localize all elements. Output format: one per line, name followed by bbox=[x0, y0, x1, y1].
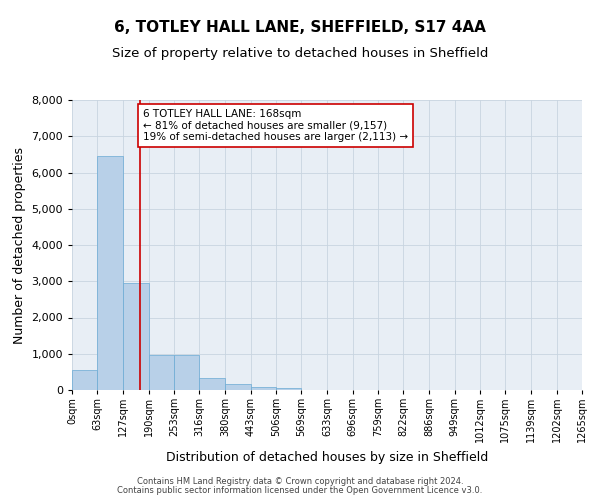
Bar bbox=[276, 388, 301, 390]
Text: Contains public sector information licensed under the Open Government Licence v3: Contains public sector information licen… bbox=[118, 486, 482, 495]
X-axis label: Distribution of detached houses by size in Sheffield: Distribution of detached houses by size … bbox=[166, 451, 488, 464]
Text: 6, TOTLEY HALL LANE, SHEFFIELD, S17 4AA: 6, TOTLEY HALL LANE, SHEFFIELD, S17 4AA bbox=[114, 20, 486, 35]
Text: 6 TOTLEY HALL LANE: 168sqm
← 81% of detached houses are smaller (9,157)
19% of s: 6 TOTLEY HALL LANE: 168sqm ← 81% of deta… bbox=[143, 109, 408, 142]
Bar bbox=[225, 384, 251, 390]
Bar bbox=[97, 156, 123, 390]
Bar bbox=[149, 355, 174, 390]
Bar bbox=[72, 370, 97, 390]
Bar bbox=[123, 283, 149, 390]
Text: Size of property relative to detached houses in Sheffield: Size of property relative to detached ho… bbox=[112, 48, 488, 60]
Bar bbox=[174, 355, 199, 390]
Bar bbox=[251, 386, 276, 390]
Bar bbox=[199, 378, 225, 390]
Text: Contains HM Land Registry data © Crown copyright and database right 2024.: Contains HM Land Registry data © Crown c… bbox=[137, 477, 463, 486]
Y-axis label: Number of detached properties: Number of detached properties bbox=[13, 146, 26, 344]
